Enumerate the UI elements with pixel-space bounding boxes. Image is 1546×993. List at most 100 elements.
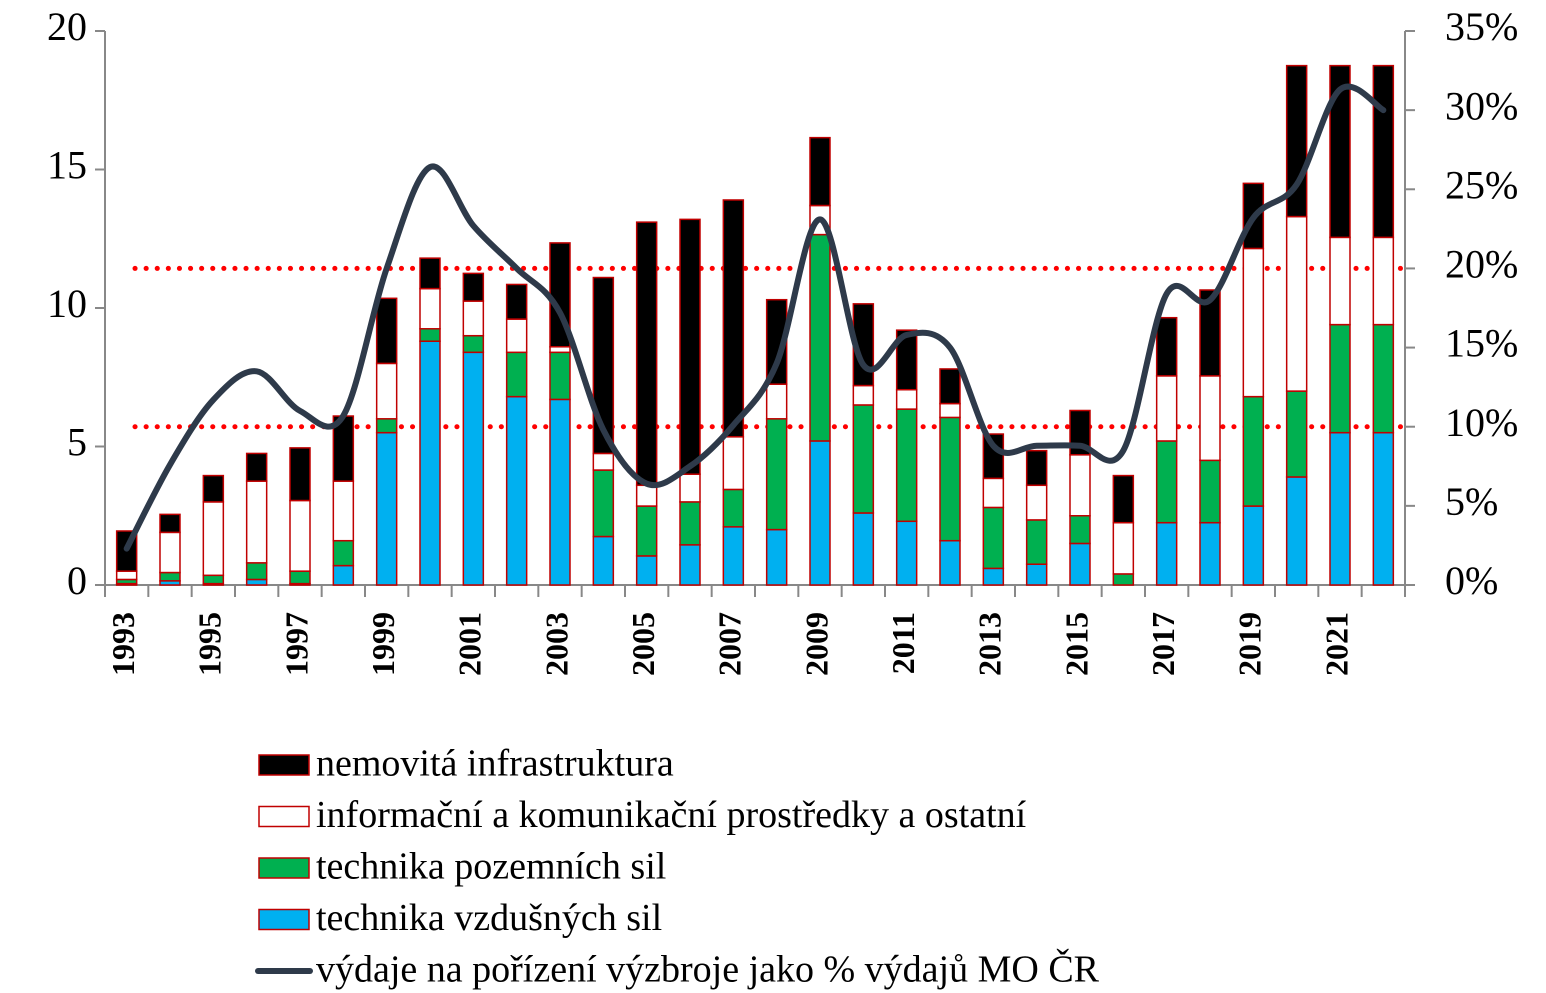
- bar: [1372, 431, 1395, 586]
- bar: [722, 488, 745, 528]
- y2-tick-label: 10%: [1445, 400, 1518, 445]
- bar: [332, 539, 355, 567]
- bar: [505, 283, 528, 320]
- y-tick-label: 10: [47, 281, 87, 326]
- bar: [245, 480, 268, 564]
- bar: [939, 539, 961, 586]
- bar: [982, 506, 1005, 570]
- bar: [1199, 459, 1221, 524]
- bar: [722, 526, 745, 586]
- bar: [895, 408, 918, 523]
- bar: [1242, 395, 1265, 507]
- y2-tick-label: 35%: [1445, 4, 1518, 49]
- bar: [1285, 215, 1308, 392]
- bar: [375, 297, 398, 365]
- bar: [1155, 375, 1178, 442]
- bar: [115, 570, 138, 581]
- bar: [419, 287, 441, 330]
- x-tick-label: 2019: [1232, 612, 1268, 676]
- bar: [1199, 521, 1221, 586]
- bar: [1112, 521, 1135, 575]
- bar: [982, 477, 1005, 509]
- bar: [765, 298, 788, 385]
- bar: [202, 501, 225, 577]
- line: [123, 83, 1387, 552]
- bar: [939, 402, 961, 419]
- bar: [1025, 563, 1048, 586]
- bar: [939, 416, 961, 542]
- bar: [202, 474, 225, 503]
- bar: [245, 562, 268, 581]
- bar: [1199, 375, 1221, 462]
- bar: [765, 528, 788, 586]
- y2-tick-label: 20%: [1445, 242, 1518, 287]
- bar: [245, 578, 268, 586]
- x-tick-label: 1993: [105, 612, 141, 676]
- bar: [159, 571, 181, 582]
- bar: [549, 398, 571, 586]
- bar: [679, 544, 701, 586]
- x-tick-label: 2017: [1145, 612, 1181, 676]
- bar: [592, 276, 615, 455]
- bar: [1285, 390, 1308, 478]
- x-tick-label: 1999: [365, 612, 401, 676]
- bar: [895, 520, 918, 586]
- bar: [635, 221, 658, 487]
- bar: [419, 340, 441, 586]
- bar: [332, 564, 355, 586]
- bar: [852, 384, 875, 406]
- bar: [852, 512, 875, 586]
- bar: [1069, 454, 1091, 517]
- bar: [159, 531, 181, 574]
- bar: [462, 351, 485, 586]
- x-tick-label: 2003: [538, 612, 574, 676]
- bar: [245, 452, 268, 482]
- bar: [549, 346, 571, 354]
- x-tick-label: 2021: [1318, 612, 1354, 676]
- x-tick-label: 2009: [798, 612, 834, 676]
- bar: [1329, 323, 1351, 434]
- bar: [1372, 323, 1395, 434]
- legend-label: výdaje na pořízení výzbroje jako % výdaj…: [316, 949, 1100, 991]
- y-tick-label: 0: [67, 558, 87, 603]
- bar: [592, 452, 615, 471]
- bar: [1155, 440, 1178, 524]
- bar: [375, 431, 398, 586]
- bar: [592, 469, 615, 538]
- y2-tick-label: 5%: [1445, 479, 1498, 524]
- bar: [505, 351, 528, 398]
- bar: [505, 395, 528, 586]
- x-tick-label: 2005: [625, 612, 661, 676]
- bar: [1329, 236, 1351, 326]
- bar: [289, 447, 311, 502]
- bar: [202, 574, 225, 585]
- legend-label: nemovitá infrastruktura: [316, 743, 674, 785]
- x-tick-label: 2015: [1058, 612, 1094, 676]
- bar: [1242, 247, 1265, 398]
- y2-tick-label: 15%: [1445, 321, 1518, 366]
- bar: [809, 233, 831, 442]
- bar: [1372, 236, 1395, 326]
- bar: [1285, 476, 1308, 586]
- legend-swatch: [258, 805, 310, 828]
- bar: [1069, 515, 1091, 545]
- x-tick-label: 2001: [452, 612, 488, 676]
- bar: [679, 501, 701, 546]
- x-tick-label: 1995: [192, 612, 228, 676]
- bar: [462, 334, 485, 354]
- bar: [289, 499, 311, 572]
- bar: [1199, 289, 1221, 377]
- bar: [679, 218, 701, 475]
- bar: [375, 362, 398, 420]
- bar: [549, 351, 571, 401]
- bar: [1069, 542, 1091, 586]
- bar: [635, 555, 658, 586]
- y-tick-label: 20: [47, 4, 87, 49]
- bar: [895, 388, 918, 410]
- y-tick-label: 15: [47, 143, 87, 188]
- y2-tick-label: 25%: [1445, 162, 1518, 207]
- legend-swatch: [258, 857, 310, 879]
- bar: [289, 570, 311, 585]
- bar: [505, 318, 528, 354]
